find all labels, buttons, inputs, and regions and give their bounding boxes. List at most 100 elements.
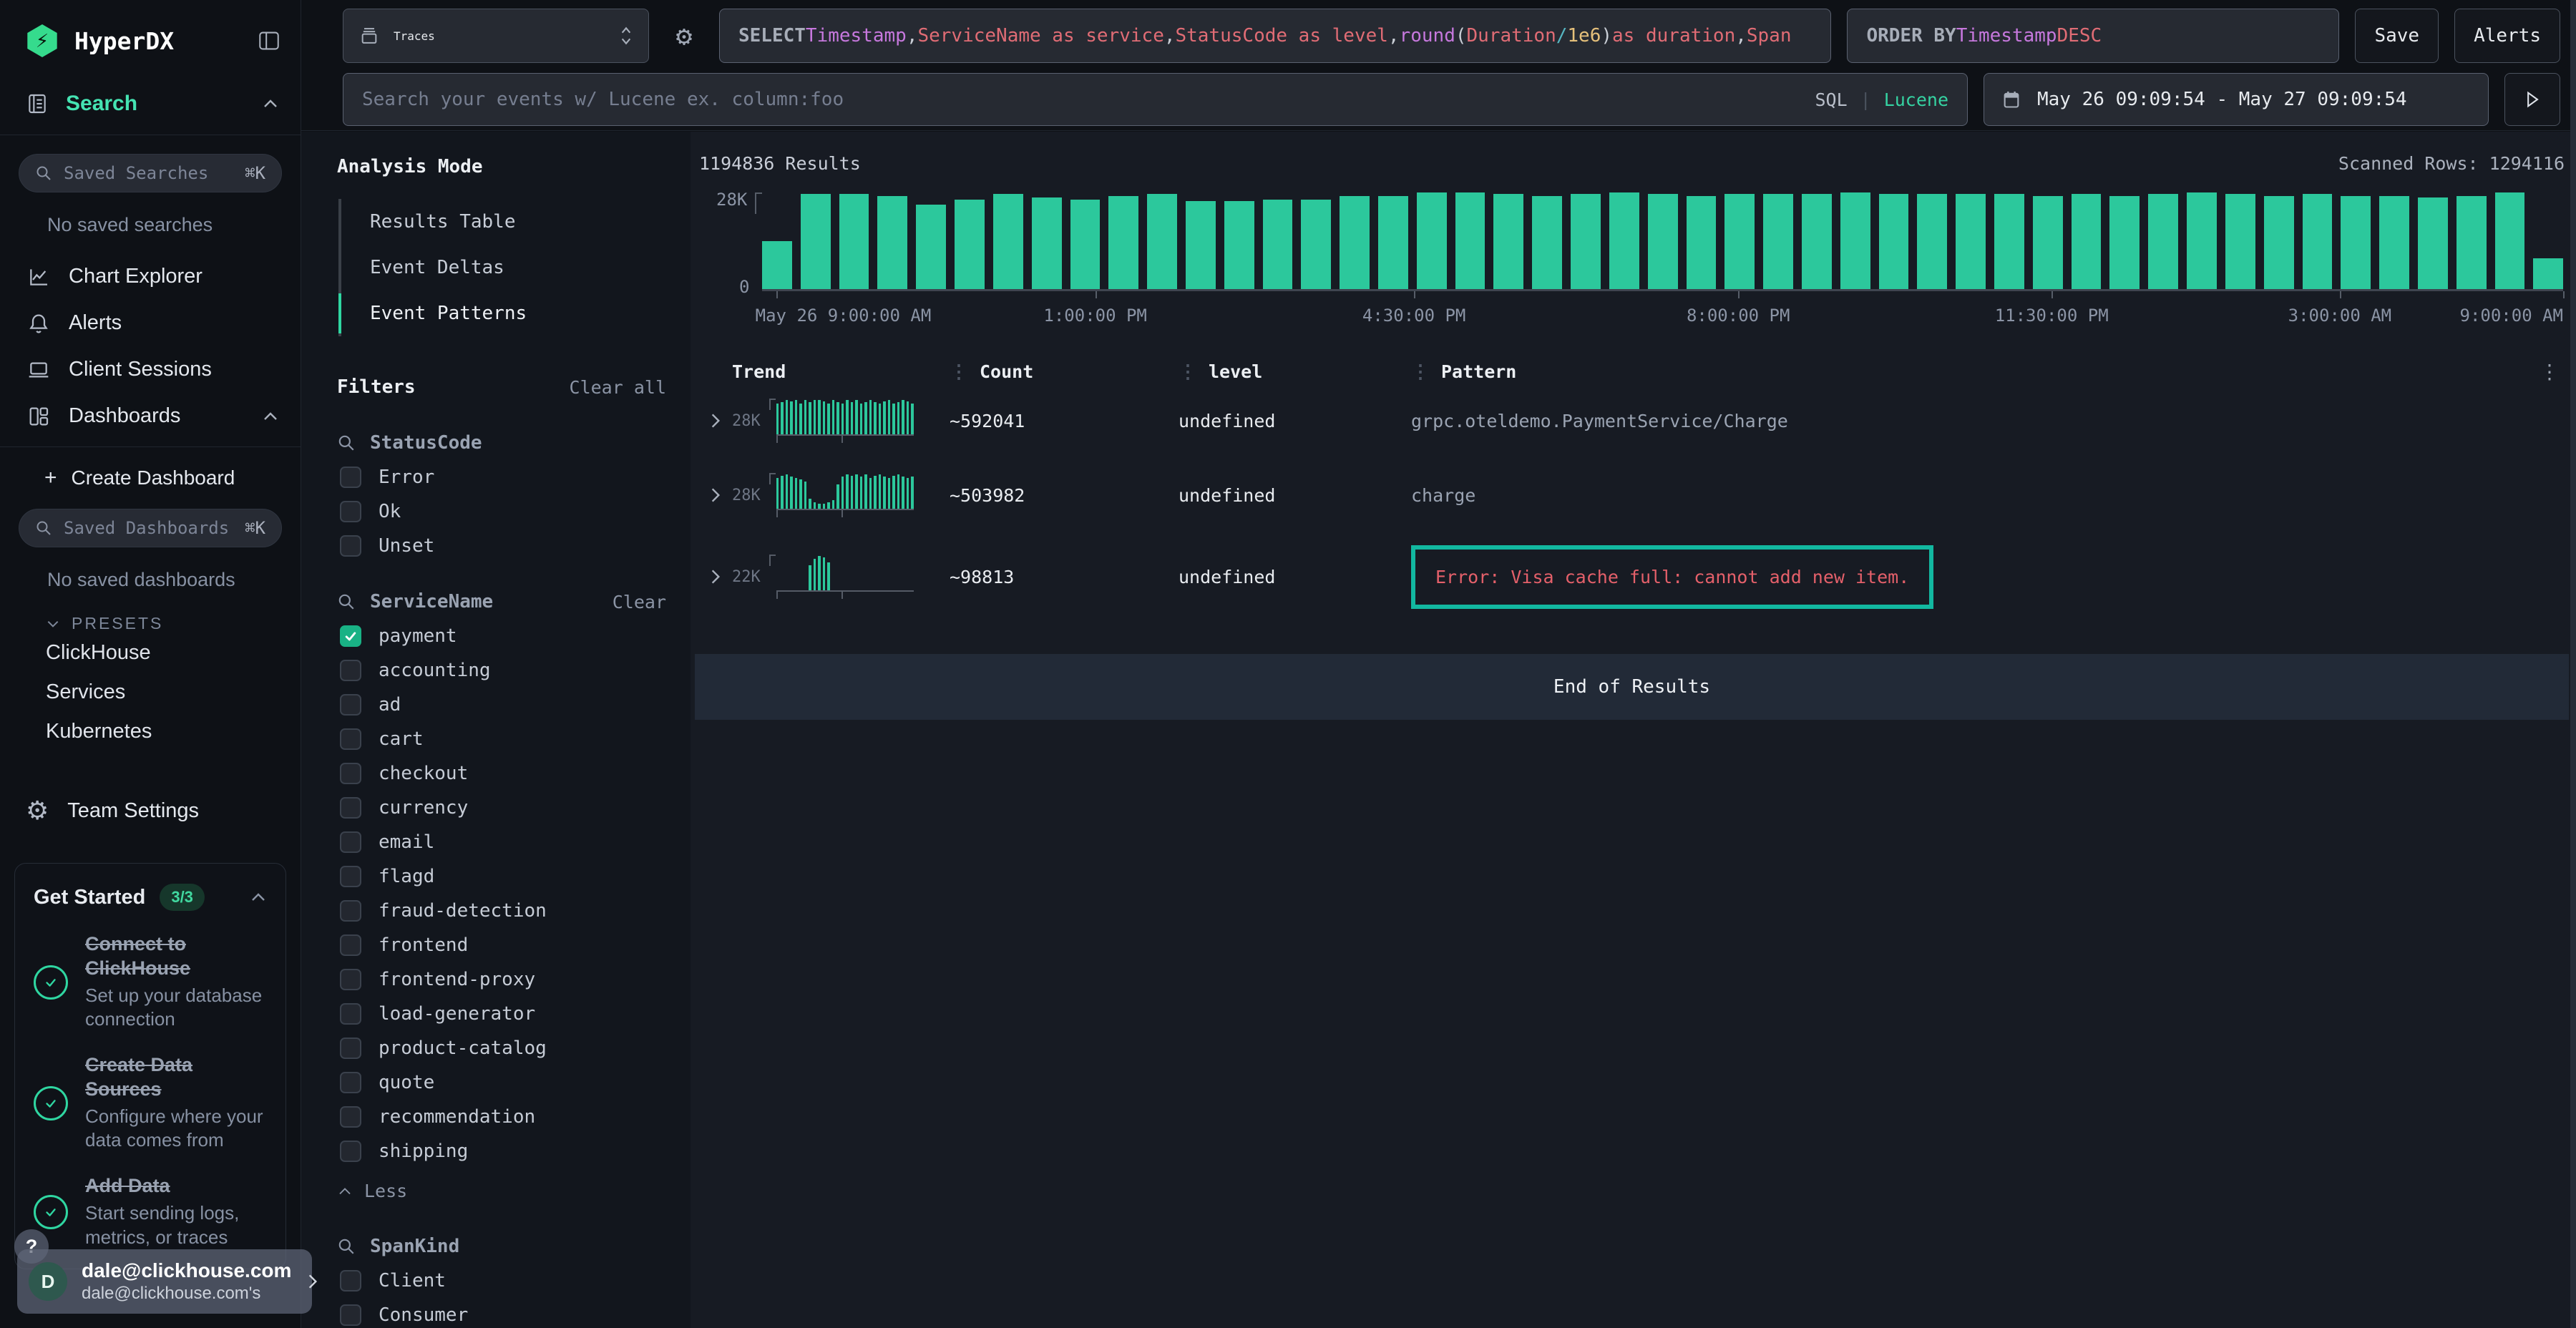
histogram-bar[interactable] <box>2533 258 2564 289</box>
histogram-bar[interactable] <box>2341 195 2371 289</box>
show-less-toggle[interactable]: Less <box>337 1181 666 1201</box>
event-search-input[interactable]: Search your events w/ Lucene ex. column:… <box>343 73 1968 126</box>
filter-option-cart[interactable]: cart <box>337 728 666 750</box>
expand-row-chevron-icon[interactable] <box>699 567 732 586</box>
histogram-bar[interactable] <box>1262 199 1293 289</box>
checkbox[interactable] <box>340 501 361 522</box>
filter-option-frontend[interactable]: frontend <box>337 934 666 956</box>
histogram-bar[interactable] <box>1917 194 1948 289</box>
histogram-bar[interactable] <box>2302 194 2333 289</box>
histogram-bar[interactable] <box>1378 195 1408 289</box>
histogram-bar[interactable] <box>1609 192 1639 289</box>
column-header-trend[interactable]: Trend <box>732 361 786 382</box>
histogram-bar[interactable] <box>1108 195 1139 289</box>
histogram-bar[interactable] <box>1301 199 1332 289</box>
pattern-row[interactable]: 28K ~592041 undefined grpc.oteldemo.Payment… <box>695 384 2569 458</box>
sidebar-item-search[interactable]: Search <box>0 57 301 135</box>
checkbox[interactable] <box>340 660 361 681</box>
checkbox[interactable] <box>340 866 361 887</box>
checkbox[interactable] <box>340 763 361 784</box>
save-button[interactable]: Save <box>2355 9 2439 63</box>
alerts-button[interactable]: Alerts <box>2454 9 2560 63</box>
histogram-bars[interactable] <box>762 192 2564 291</box>
filter-option-consumer[interactable]: Consumer <box>337 1304 666 1326</box>
checkbox[interactable] <box>340 1003 361 1025</box>
filter-option-client[interactable]: Client <box>337 1270 666 1292</box>
histogram-bar[interactable] <box>1224 201 1254 289</box>
column-resize-handle-icon[interactable]: ⋮ <box>1179 361 1197 383</box>
source-select[interactable]: Traces <box>343 9 649 63</box>
histogram-bar[interactable] <box>1686 195 1717 289</box>
scrollbar-track[interactable] <box>2570 0 2576 1328</box>
get-started-step[interactable]: Add Data Start sending logs, metrics, or … <box>34 1174 267 1249</box>
checkbox[interactable] <box>340 1038 361 1059</box>
histogram-bar[interactable] <box>1031 197 1062 289</box>
sql-orderby-editor[interactable]: ORDER BY Timestamp DESC <box>1847 9 2340 63</box>
histogram-bar[interactable] <box>1878 194 1909 289</box>
histogram-bar[interactable] <box>2071 194 2102 289</box>
checkbox[interactable] <box>340 1270 361 1292</box>
sidebar-item-client-sessions[interactable]: Client Sessions <box>0 346 301 393</box>
pattern-row[interactable]: 22K ~98813 undefined Error: Visa cache full… <box>695 532 2569 621</box>
histogram-bar[interactable] <box>877 195 908 289</box>
column-resize-handle-icon[interactable]: ⋮ <box>1411 361 1430 383</box>
preset-item-services[interactable]: Services <box>46 680 126 703</box>
date-range-picker[interactable]: May 26 09:09:54 - May 27 09:09:54 <box>1984 73 2489 126</box>
analysis-mode-option-event-deltas[interactable]: Event Deltas <box>370 257 504 278</box>
pattern-row[interactable]: 28K ~503982 undefined charge <box>695 458 2569 532</box>
highlighted-error-pattern[interactable]: Error: Visa cache full: cannot add new i… <box>1411 545 1934 609</box>
chevron-up-icon[interactable] <box>250 892 267 903</box>
checkbox[interactable] <box>340 1072 361 1093</box>
saved-dashboards-input[interactable]: Saved Dashboards ⌘K <box>19 509 282 547</box>
sql-mode-toggle[interactable]: SQL <box>1815 89 1848 110</box>
histogram-bar[interactable] <box>2417 197 2448 289</box>
filter-option-recommendation[interactable]: recommendation <box>337 1106 666 1128</box>
column-resize-handle-icon[interactable]: ⋮ <box>950 361 968 383</box>
checkbox[interactable] <box>340 1304 361 1326</box>
histogram-bar[interactable] <box>1956 194 1986 289</box>
sidebar-item-chart-explorer[interactable]: Chart Explorer <box>0 253 301 300</box>
histogram-bar[interactable] <box>1493 194 1524 289</box>
checkbox[interactable] <box>340 694 361 716</box>
checkbox[interactable] <box>340 969 361 990</box>
histogram-bar[interactable] <box>2494 192 2525 289</box>
filter-option-flagd[interactable]: flagd <box>337 866 666 887</box>
histogram-bar[interactable] <box>2032 195 2063 289</box>
table-menu-icon[interactable]: ⋮ <box>2540 360 2560 384</box>
histogram-bar[interactable] <box>955 199 985 289</box>
histogram-bar[interactable] <box>1340 195 1370 289</box>
histogram-bar[interactable] <box>2456 195 2487 289</box>
histogram-bar[interactable] <box>992 194 1023 289</box>
checkbox[interactable] <box>340 467 361 488</box>
filter-option-fraud-detection[interactable]: fraud-detection <box>337 900 666 922</box>
filter-option-checkout[interactable]: checkout <box>337 763 666 784</box>
clear-all-filters-button[interactable]: Clear all <box>569 376 666 398</box>
histogram-bar[interactable] <box>2263 195 2294 289</box>
filter-option-shipping[interactable]: shipping <box>337 1141 666 1162</box>
histogram-bar[interactable] <box>1147 194 1177 289</box>
histogram-bar[interactable] <box>1994 194 2024 289</box>
filter-option-quote[interactable]: quote <box>337 1072 666 1093</box>
sidebar-item-alerts[interactable]: Alerts <box>0 300 301 346</box>
get-started-step[interactable]: Connect to ClickHouse Set up your databas… <box>34 932 267 1032</box>
presets-toggle[interactable]: PRESETS <box>46 614 301 633</box>
filter-option-error[interactable]: Error <box>337 467 666 488</box>
histogram-bar[interactable] <box>916 204 947 289</box>
expand-row-chevron-icon[interactable] <box>699 486 732 504</box>
filter-option-accounting[interactable]: accounting <box>337 660 666 681</box>
run-query-button[interactable] <box>2504 73 2560 126</box>
filter-option-load-generator[interactable]: load-generator <box>337 1003 666 1025</box>
histogram-bar[interactable] <box>2148 194 2179 289</box>
histogram-bar[interactable] <box>839 194 869 289</box>
checkbox[interactable] <box>340 797 361 819</box>
filter-option-payment[interactable]: payment <box>337 625 666 647</box>
user-menu[interactable]: D dale@clickhouse.com dale@clickhouse.co… <box>17 1249 318 1314</box>
create-dashboard-button[interactable]: + Create Dashboard <box>0 447 301 490</box>
saved-searches-input[interactable]: Saved Searches ⌘K <box>19 154 282 192</box>
filter-option-unset[interactable]: Unset <box>337 535 666 557</box>
column-header-count[interactable]: ⋮ Count <box>950 361 1034 383</box>
histogram-bar[interactable] <box>1532 195 1563 289</box>
histogram-bar[interactable] <box>1455 192 1485 289</box>
checkbox-checked[interactable] <box>340 625 361 647</box>
checkbox[interactable] <box>340 934 361 956</box>
